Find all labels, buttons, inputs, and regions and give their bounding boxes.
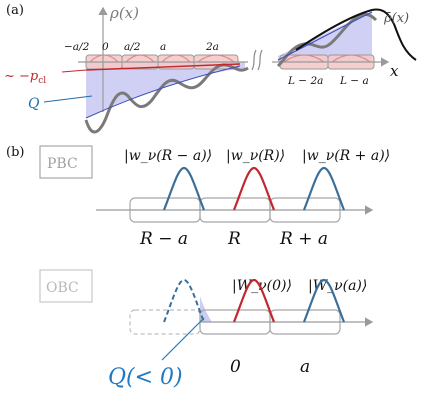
pbc-ket-right: |w_ν(R + a)⟩ <box>302 148 390 164</box>
pbc-ket-center: |w_ν(R)⟩ <box>226 148 285 164</box>
pbc-bump-center <box>232 166 276 211</box>
obc-label: OBC <box>46 280 79 296</box>
panel-b: (b) PBC |w_ν(R − a)⟩ |w_ν(R)⟩ |w_ν(R + a… <box>6 145 390 390</box>
obc-bump-center <box>232 278 276 323</box>
pcl-main: ~ −p <box>4 69 39 84</box>
tick-label: 0 <box>102 41 109 53</box>
tick-label: L − 2a <box>287 75 323 87</box>
pcl-line <box>85 63 241 71</box>
q-pointer <box>43 95 93 103</box>
charge-label: Q(< 0) <box>108 365 183 390</box>
cell-bumps <box>89 54 371 63</box>
pbc-label: PBC <box>47 156 78 172</box>
obc-cell-dashed <box>129 309 201 335</box>
tick-label: a/2 <box>124 41 141 53</box>
tick-labels-right: L − 2a L − a <box>287 75 369 87</box>
tick-label: a <box>160 41 166 53</box>
obc-bump-dashed <box>163 278 205 323</box>
pbc-site-label: R − a <box>139 229 188 249</box>
q-region-left <box>86 62 245 118</box>
charge-pointer <box>161 317 205 361</box>
rho-curve-right <box>276 12 378 68</box>
rho-curve-left <box>84 63 249 134</box>
panel-b-label: (b) <box>6 145 24 160</box>
pbc-bump-left <box>162 166 206 211</box>
x-axis-label: x <box>390 62 399 80</box>
pbc-site-label: R + a <box>279 229 328 249</box>
rho-bar-curve <box>295 8 417 61</box>
axis-break <box>251 49 263 71</box>
obc-site-label: 0 <box>230 357 241 377</box>
rho-label: ρ(x) <box>109 4 139 22</box>
obc-bump-right <box>302 278 346 323</box>
panel-a-label: (a) <box>6 3 24 18</box>
tick-label: 2a <box>205 41 219 53</box>
q-label: Q <box>28 96 40 112</box>
obc-site-label: a <box>300 357 310 377</box>
panel-a: (a) ρ(x) <box>4 3 417 134</box>
tick-label: L − a <box>339 75 369 87</box>
pbc-site-label: R <box>227 229 241 249</box>
tick-label: −a/2 <box>64 41 90 53</box>
obc-charge-fill <box>200 296 212 322</box>
rho-bar-label: ρ̄(x) <box>383 11 409 26</box>
pcl-pointer <box>61 69 87 73</box>
tick-labels-left: −a/2 0 a/2 a 2a <box>64 41 219 53</box>
obc-section: OBC |W_ν(0)⟩ |W_ν(a)⟩ 0 a Q(< 0) <box>39 269 374 390</box>
pbc-ket-left: |w_ν(R − a)⟩ <box>124 148 212 164</box>
pbc-section: PBC |w_ν(R − a)⟩ |w_ν(R)⟩ |w_ν(R + a)⟩ R… <box>39 145 390 249</box>
pbc-box <box>39 145 93 179</box>
pbc-bump-right <box>302 166 346 211</box>
obc-ket-right: |W_ν(a)⟩ <box>308 278 367 294</box>
pcl-subscript: cl <box>38 76 46 86</box>
pcl-label: ~ −pcl <box>4 69 46 86</box>
q-line <box>85 11 373 119</box>
obc-box <box>39 269 93 303</box>
